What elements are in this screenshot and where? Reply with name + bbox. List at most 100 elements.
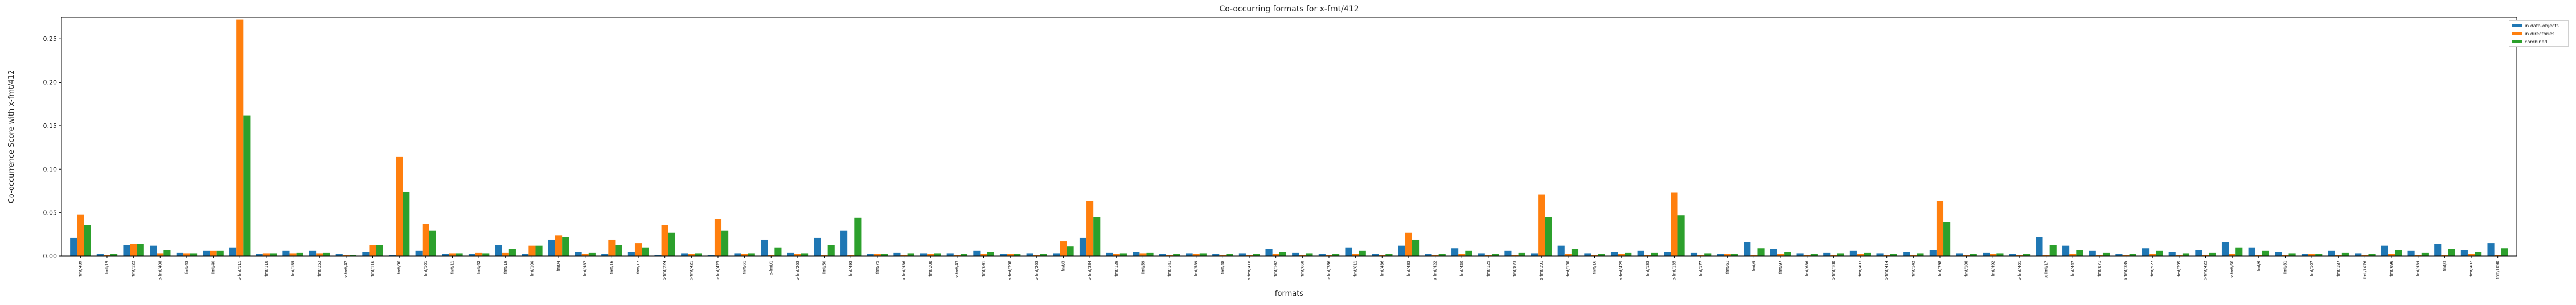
bar xyxy=(2262,250,2269,256)
x-tick-label: fmt/589 xyxy=(1194,261,1199,277)
bar xyxy=(1704,253,1712,256)
bar xyxy=(1837,253,1844,256)
legend-label: in directories xyxy=(2525,31,2555,36)
bar xyxy=(2448,249,2455,256)
bar xyxy=(183,253,190,256)
bar xyxy=(1007,254,1014,256)
bar xyxy=(2368,254,2376,256)
bar xyxy=(243,115,251,256)
bar xyxy=(1545,217,1552,256)
x-tick-label: x-fmt/401 xyxy=(2017,261,2022,280)
bar xyxy=(1119,253,1127,256)
bar xyxy=(1299,255,1306,256)
bar xyxy=(449,253,456,256)
bar xyxy=(210,250,217,256)
bar xyxy=(1226,254,1233,256)
legend-label: in data-objects xyxy=(2525,23,2559,28)
x-tick-label: fmt/1076 xyxy=(2362,260,2367,279)
legend-label: combined xyxy=(2525,39,2548,44)
x-tick-label: fmt/420 xyxy=(1459,261,1464,277)
bar xyxy=(1139,253,1147,256)
bar xyxy=(2195,250,2202,256)
bar xyxy=(2335,255,2342,256)
bar xyxy=(1796,253,1804,256)
x-tick-label: fmt/487 xyxy=(583,261,588,277)
bar xyxy=(1086,201,1094,256)
bar xyxy=(880,254,888,256)
x-tick-label: fmt/16 xyxy=(1593,260,1597,274)
x-tick-label: x-fmt/100 xyxy=(1831,261,1836,280)
bar xyxy=(468,254,476,256)
y-tick-label: 0.20 xyxy=(43,79,58,86)
bar xyxy=(176,252,183,256)
bar xyxy=(2089,250,2096,256)
bar xyxy=(216,250,224,256)
bar xyxy=(854,217,862,256)
bar xyxy=(2315,254,2323,256)
bar xyxy=(1192,254,1200,256)
bar xyxy=(2395,250,2402,256)
legend-item: in directories xyxy=(2512,30,2566,37)
x-tick-label: x-fmt/429 xyxy=(1619,261,1623,280)
x-tick-label: fmt/130 xyxy=(1566,261,1570,277)
bar xyxy=(1405,232,1412,256)
x-tick-label: fmt/434 xyxy=(2416,260,2421,276)
bar xyxy=(734,253,741,256)
x-tick-label: fmt/873 xyxy=(1513,261,1517,277)
bar xyxy=(1864,252,1871,256)
bar xyxy=(867,254,874,256)
bar xyxy=(907,253,914,256)
bar xyxy=(721,230,729,256)
x-tick-label: fmt/1090 xyxy=(2496,261,2500,279)
x-tick-label: fmt/50 xyxy=(822,261,827,274)
bar xyxy=(681,253,688,256)
bar xyxy=(2062,245,2070,256)
bar xyxy=(1219,255,1227,256)
y-axis-label: Co-occurrence Score with x-fmt/412 xyxy=(7,70,16,204)
bar xyxy=(1478,253,1485,256)
bar xyxy=(2036,237,2043,256)
bar xyxy=(309,250,317,256)
bar xyxy=(1332,254,1340,256)
x-tick-label: fmt/129 xyxy=(1486,261,1491,277)
x-tick-label: fmt/3 xyxy=(2442,261,2447,271)
bar xyxy=(1465,250,1472,256)
bar xyxy=(873,254,881,256)
x-tick-label: x-fmt/422 xyxy=(1433,261,1438,280)
bar xyxy=(2441,255,2448,256)
bar xyxy=(2042,255,2050,256)
bar xyxy=(2023,254,2031,256)
x-tick-label: fmt/696 xyxy=(2389,260,2394,276)
bar xyxy=(70,237,77,256)
bar xyxy=(482,253,490,256)
bar xyxy=(1385,254,1393,256)
x-tick-label: fmt/107 xyxy=(2310,261,2314,277)
x-tick-label: x-fmt/43 xyxy=(955,261,959,278)
bar xyxy=(2202,255,2209,256)
bar xyxy=(1943,222,1951,256)
bar xyxy=(2248,247,2255,256)
bar xyxy=(2255,255,2262,256)
bar xyxy=(654,255,662,256)
x-tick-label: fmt/101 xyxy=(424,261,428,277)
bar xyxy=(1133,252,1140,256)
bar xyxy=(1664,252,1671,256)
bar xyxy=(2381,245,2389,256)
x-tick-label: x-fmt/436 xyxy=(902,260,906,280)
bar xyxy=(1849,250,1857,256)
bar xyxy=(1690,252,1698,256)
x-tick-label: fmt/486 xyxy=(1380,260,1384,276)
bar xyxy=(2467,254,2475,256)
bar xyxy=(2501,248,2508,256)
x-tick-label: x-fmt/66 xyxy=(2230,260,2234,278)
bar xyxy=(1956,253,1963,256)
bar xyxy=(1425,254,1432,256)
bar xyxy=(296,252,303,256)
bar xyxy=(349,255,357,256)
bar xyxy=(934,253,941,256)
bar xyxy=(1777,254,1785,256)
bar xyxy=(634,243,642,256)
bar xyxy=(555,235,563,256)
bar xyxy=(522,254,529,256)
x-tick-label: fmt/3 xyxy=(1061,261,1065,271)
